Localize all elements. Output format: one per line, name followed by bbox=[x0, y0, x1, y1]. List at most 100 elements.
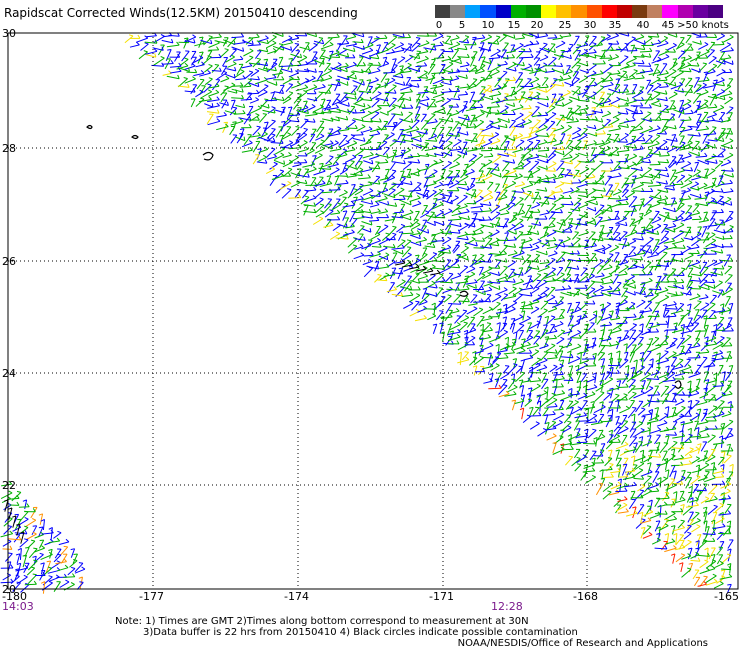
wind-barb bbox=[252, 58, 262, 68]
wind-barb bbox=[634, 47, 645, 51]
wind-barb bbox=[588, 43, 597, 51]
wind-barb-tick bbox=[673, 61, 678, 64]
wind-barb bbox=[491, 303, 501, 311]
wind-barb bbox=[449, 223, 462, 228]
wind-barb-tick bbox=[530, 173, 534, 178]
wind-barb bbox=[632, 264, 644, 269]
wind-barb-tick bbox=[553, 236, 557, 241]
wind-barb-tick bbox=[666, 188, 669, 193]
wind-barb bbox=[279, 45, 292, 51]
wind-barb-tick bbox=[393, 236, 396, 241]
wind-barb bbox=[628, 70, 638, 78]
wind-barb bbox=[447, 331, 461, 335]
wind-barb bbox=[721, 50, 734, 53]
wind-barb bbox=[280, 107, 286, 117]
wind-barb bbox=[490, 231, 500, 237]
wind-barb-tick bbox=[441, 144, 444, 149]
wind-barb bbox=[357, 233, 364, 242]
wind-barb bbox=[199, 72, 211, 77]
wind-barb-tick bbox=[392, 232, 397, 235]
wind-barb-tick bbox=[627, 241, 630, 246]
wind-barb bbox=[291, 126, 300, 137]
wind-barb bbox=[615, 218, 627, 225]
wind-barb bbox=[681, 217, 692, 222]
wind-barb-tick bbox=[459, 222, 462, 227]
wind-barb-tick bbox=[270, 147, 276, 150]
wind-barb-tick bbox=[379, 118, 382, 123]
wind-barb-tick bbox=[294, 43, 299, 45]
wind-barb bbox=[504, 182, 517, 189]
wind-barb-tick bbox=[378, 243, 382, 248]
wind-barb bbox=[509, 120, 516, 129]
wind-barb bbox=[672, 218, 684, 223]
wind-barb-tick bbox=[496, 109, 500, 114]
wind-barb-tick bbox=[447, 55, 452, 60]
wind-barb-tick bbox=[655, 140, 660, 144]
wind-barb-tick bbox=[502, 316, 507, 319]
wind-barb-tick bbox=[406, 147, 411, 151]
wind-barb bbox=[497, 117, 510, 123]
wind-barb bbox=[303, 204, 309, 216]
wind-barb-tick bbox=[688, 55, 692, 59]
wind-barb-tick bbox=[271, 119, 276, 122]
wind-barb bbox=[369, 204, 380, 208]
wind-barb-tick bbox=[729, 106, 734, 109]
wind-barb-tick bbox=[184, 62, 189, 67]
wind-barb-tick bbox=[719, 195, 724, 198]
wind-barb bbox=[225, 56, 235, 63]
wind-barb bbox=[652, 170, 662, 181]
wind-barb-tick bbox=[632, 305, 636, 310]
wind-barb-tick bbox=[386, 213, 390, 218]
wind-barb-tick bbox=[504, 277, 509, 282]
wind-barb-tick bbox=[512, 76, 517, 81]
wind-barb bbox=[365, 79, 372, 91]
wind-barb bbox=[220, 92, 228, 103]
wind-barb-tick bbox=[519, 218, 524, 221]
wind-barb bbox=[470, 189, 477, 199]
wind-barb-tick bbox=[208, 35, 213, 38]
wind-barb bbox=[631, 91, 644, 99]
wind-barb-tick bbox=[519, 197, 524, 200]
wind-barb-tick bbox=[385, 252, 390, 256]
wind-barb bbox=[523, 142, 534, 151]
wind-barb-tick bbox=[361, 109, 366, 113]
wind-barb-tick bbox=[674, 125, 677, 130]
wind-barb-tick bbox=[656, 259, 661, 261]
wind-barb bbox=[661, 224, 669, 234]
wind-barb bbox=[718, 51, 726, 62]
wind-barb bbox=[400, 70, 412, 74]
wind-barb bbox=[490, 87, 502, 92]
wind-barb-tick bbox=[472, 230, 476, 235]
wind-barb-tick bbox=[511, 224, 516, 227]
wind-barb bbox=[299, 79, 310, 86]
wind-barb-tick bbox=[387, 201, 390, 206]
wind-barb bbox=[523, 336, 534, 344]
wind-barb bbox=[713, 79, 725, 85]
wind-barb bbox=[273, 91, 284, 94]
wind-barb bbox=[565, 134, 572, 145]
wind-barb bbox=[615, 203, 629, 206]
wind-barb bbox=[484, 294, 492, 303]
wind-barb-tick bbox=[575, 153, 580, 156]
wind-barb-tick bbox=[607, 97, 612, 102]
wind-barb bbox=[689, 146, 701, 151]
wind-barb bbox=[656, 72, 669, 76]
wind-barb-tick bbox=[288, 159, 293, 163]
wind-barb-tick bbox=[664, 76, 668, 81]
wind-barb bbox=[545, 337, 557, 340]
wind-barb-tick bbox=[730, 243, 734, 248]
wind-barb bbox=[580, 268, 588, 277]
wind-barb bbox=[617, 273, 628, 276]
wind-barb-tick bbox=[712, 278, 716, 283]
wind-barb bbox=[526, 211, 534, 221]
wind-barb bbox=[521, 303, 533, 308]
wind-barb bbox=[480, 224, 494, 228]
wind-barb bbox=[277, 65, 284, 79]
wind-barb bbox=[469, 100, 477, 110]
wind-barb-tick bbox=[641, 187, 645, 192]
wind-barb-tick bbox=[536, 265, 540, 270]
wind-barb bbox=[407, 67, 420, 73]
wind-barb bbox=[517, 154, 526, 166]
wind-barb bbox=[512, 252, 525, 258]
colorbar-label: 35 bbox=[608, 20, 622, 31]
